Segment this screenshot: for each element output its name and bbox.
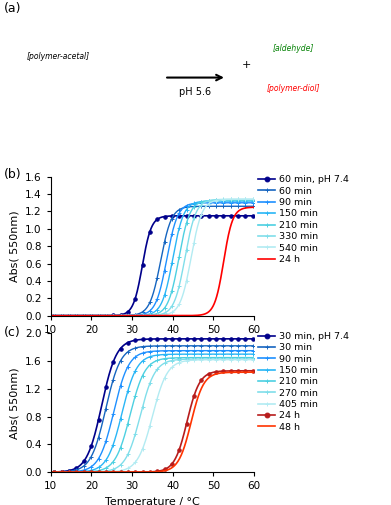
- Legend: 60 min, pH 7.4, 60 min, 90 min, 150 min, 210 min, 330 min, 540 min, 24 h: 60 min, pH 7.4, 60 min, 90 min, 150 min,…: [258, 175, 349, 264]
- Y-axis label: Abs( 550nm): Abs( 550nm): [10, 211, 20, 282]
- Text: [polymer-diol]: [polymer-diol]: [267, 84, 320, 93]
- Y-axis label: Abs( 550nm): Abs( 550nm): [10, 367, 20, 438]
- Legend: 30 min, pH 7.4, 30 min, 90 min, 150 min, 210 min, 270 min, 405 min, 24 h, 48 h: 30 min, pH 7.4, 30 min, 90 min, 150 min,…: [258, 332, 349, 432]
- Text: (c): (c): [4, 326, 21, 339]
- X-axis label: Temperature / °C: Temperature / °C: [105, 497, 200, 505]
- Text: (a): (a): [4, 2, 22, 15]
- Text: pH 5.6: pH 5.6: [179, 87, 212, 97]
- X-axis label: Temperature / °C: Temperature / °C: [105, 340, 200, 350]
- Text: [polymer-acetal]: [polymer-acetal]: [27, 52, 90, 61]
- Text: (b): (b): [4, 168, 22, 181]
- Text: +: +: [242, 60, 251, 70]
- Text: [aldehyde]: [aldehyde]: [273, 44, 314, 53]
